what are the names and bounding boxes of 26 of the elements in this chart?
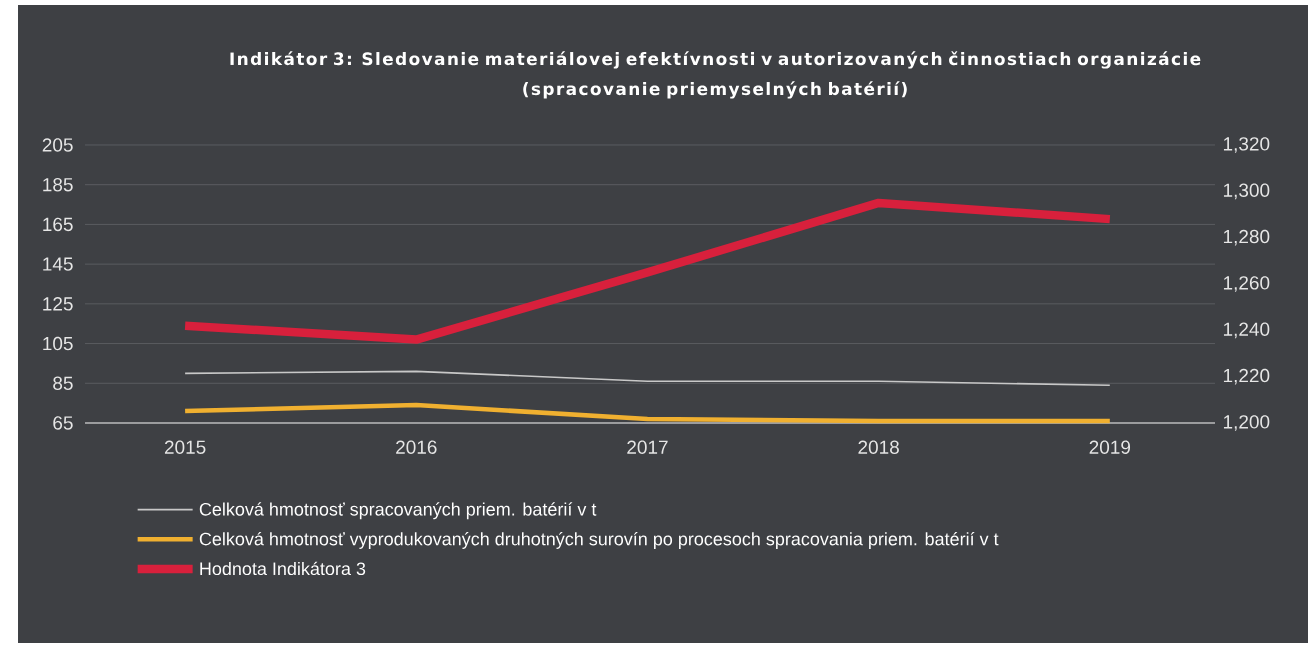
- legend-label: Celková hmotnosť spracovaných priem. batérií v t: [199, 502, 597, 520]
- y2-tick-label: 1,320: [1223, 137, 1270, 153]
- y-tick-label: 145: [43, 257, 73, 271]
- y2-tick-label: 1,220: [1223, 368, 1270, 385]
- x-tick-label: 2018: [858, 440, 899, 454]
- line-series: [182, 402, 1113, 424]
- y-tick-label: 185: [43, 177, 73, 192]
- y-tick-label: 65: [53, 416, 73, 430]
- y-tick-label: 105: [43, 336, 73, 351]
- legend-label: Hodnota Indikátora 3: [200, 561, 366, 576]
- x-tick-label: 2017: [627, 440, 668, 454]
- x-tick-label: 2016: [396, 440, 437, 454]
- y2-tick-label: 1,200: [1223, 415, 1270, 431]
- x-tick-label: 2015: [164, 440, 206, 454]
- y-tick-label: 85: [53, 376, 73, 390]
- y-tick-label: 205: [42, 138, 73, 152]
- y2-tick-label: 1,240: [1223, 322, 1270, 339]
- x-tick-label: 2019: [1089, 440, 1131, 454]
- y2-tick-label: 1,300: [1223, 183, 1270, 200]
- y-tick-label: 125: [43, 297, 73, 311]
- y2-tick-label: 1,260: [1223, 276, 1270, 292]
- legend-label: Celková hmotnosť vyprodukovaných druhotných surovín po procesoch spracovania priem. batérií v t: [199, 531, 999, 549]
- line-series: [184, 370, 1111, 387]
- y-tick-label: 165: [43, 217, 73, 232]
- y2-tick-label: 1,280: [1223, 229, 1270, 246]
- chart-title: Indikátor 3: Sledovanie materiálovej efektívnosti v autorizovaných činnostiach organizácie (spracovanie priemyselných batérií): [230, 51, 1201, 99]
